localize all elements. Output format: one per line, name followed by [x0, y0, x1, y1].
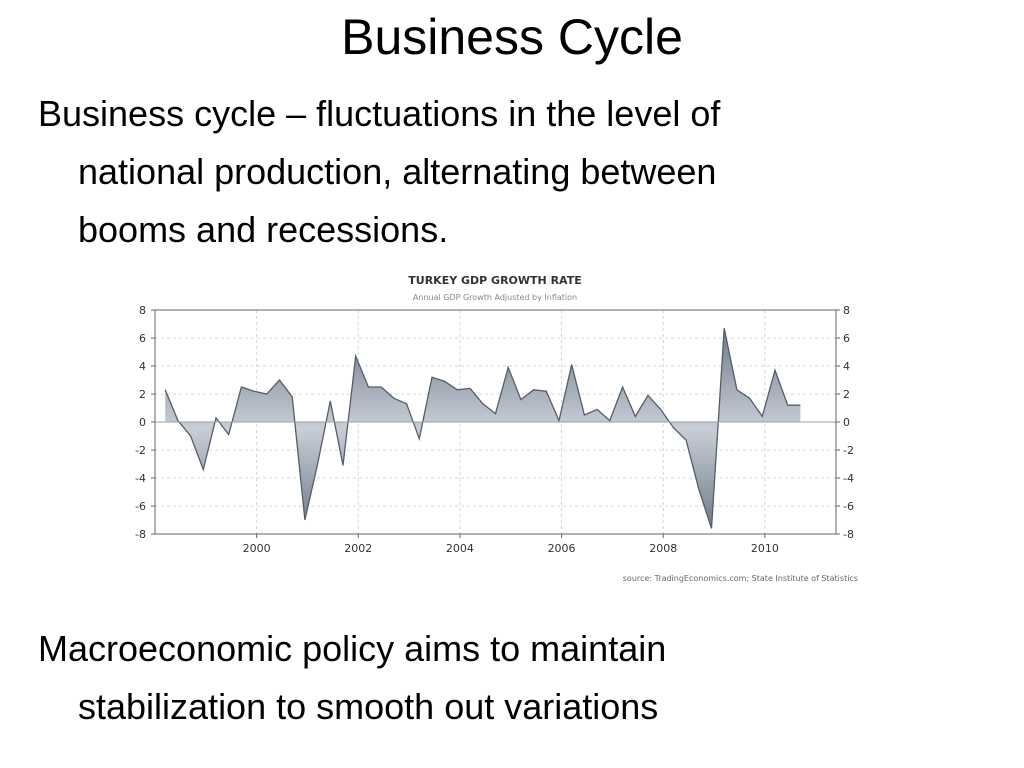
x-tick-label: 2000	[243, 542, 271, 555]
y-tick-label-left: -8	[135, 528, 146, 541]
definition-line-2: national production, alternating between	[78, 151, 717, 192]
growth-line	[164, 328, 801, 529]
x-tick-label: 2010	[751, 542, 779, 555]
y-tick-label-left: 0	[139, 416, 146, 429]
y-tick-label-right: 0	[843, 416, 850, 429]
y-tick-label-right: -2	[843, 444, 854, 457]
chart-title: TURKEY GDP GROWTH RATE	[408, 274, 581, 287]
y-tick-label-right: 2	[843, 388, 850, 401]
x-tick-label: 2006	[548, 542, 576, 555]
y-axis-right: 8 6 4 2 0 -2 -4 -6 -8	[836, 304, 854, 541]
slide-title: Business Cycle	[341, 9, 683, 65]
y-tick-label-left: -6	[135, 500, 146, 513]
y-tick-label-right: 6	[843, 332, 850, 345]
chart-source: source: TradingEconomics.com; State Inst…	[623, 574, 858, 583]
x-tick-label: 2002	[344, 542, 372, 555]
x-axis: 2000 2002 2004 2006 2008 2010	[243, 534, 779, 555]
policy-line-2: stabilization to smooth out variations	[78, 686, 659, 727]
y-tick-label-right: -8	[843, 528, 854, 541]
gdp-growth-chart: TURKEY GDP GROWTH RATE Annual GDP Growth…	[135, 274, 858, 583]
y-tick-label-left: 6	[139, 332, 146, 345]
y-tick-label-right: 8	[843, 304, 850, 317]
y-tick-label-left: -2	[135, 444, 146, 457]
y-tick-label-left: 8	[139, 304, 146, 317]
y-tick-label-right: 4	[843, 360, 850, 373]
y-axis-left: 8 6 4 2 0 -2 -4 -6 -8	[135, 304, 155, 541]
x-tick-label: 2004	[446, 542, 474, 555]
y-tick-label-right: -4	[843, 472, 854, 485]
y-tick-label-right: -6	[843, 500, 854, 513]
x-tick-label: 2008	[649, 542, 677, 555]
definition-line-3: booms and recessions.	[78, 209, 449, 250]
business-cycle-definition: Business cycle – fluctuations in the lev…	[38, 85, 938, 259]
y-tick-label-left: -4	[135, 472, 146, 485]
policy-statement: Macroeconomic policy aims to maintain st…	[38, 620, 938, 736]
chart-subtitle: Annual GDP Growth Adjusted by Inflation	[413, 293, 577, 302]
policy-line-1: Macroeconomic policy aims to maintain	[38, 628, 667, 669]
y-tick-label-left: 4	[139, 360, 146, 373]
chart-grid	[155, 309, 836, 535]
y-tick-label-left: 2	[139, 388, 146, 401]
definition-line-1: Business cycle – fluctuations in the lev…	[38, 93, 721, 134]
growth-area	[165, 328, 801, 529]
